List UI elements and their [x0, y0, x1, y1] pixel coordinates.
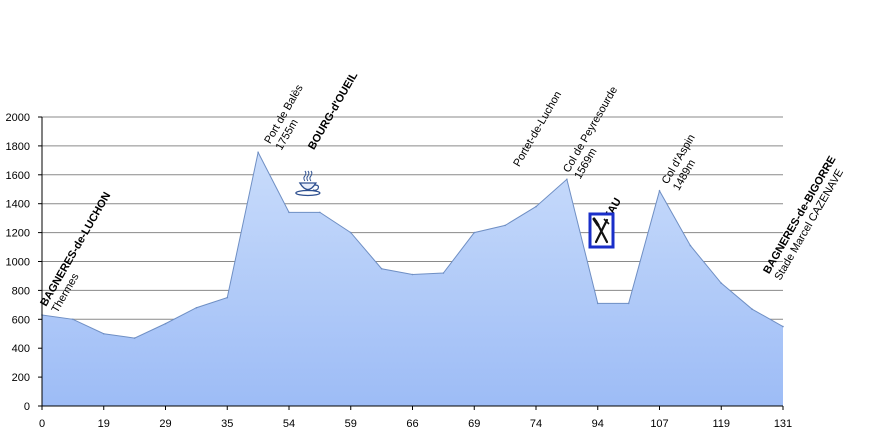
elevation-point: [504, 224, 506, 227]
x-tick-label: 19: [98, 418, 110, 430]
y-tick-label: 200: [12, 372, 30, 384]
elevation-point: [226, 296, 229, 299]
elevation-point: [535, 205, 537, 208]
elevation-point: [349, 231, 352, 234]
x-tick-label: 35: [221, 418, 233, 430]
y-tick-label: 1200: [6, 228, 30, 240]
elevation-point: [380, 267, 383, 270]
x-tick-label: 0: [39, 418, 45, 430]
x-tick-label: 69: [468, 418, 480, 430]
elevation-point: [782, 325, 784, 328]
y-tick-label: 0: [24, 401, 30, 413]
x-tick-label: 66: [406, 418, 418, 430]
elevation-point: [411, 273, 414, 276]
elevation-point: [72, 318, 74, 321]
elevation-point: [658, 190, 661, 192]
elevation-point: [288, 211, 290, 214]
elevation-point: [195, 306, 198, 309]
x-tick-label: 131: [774, 418, 792, 430]
annotation-label: Portet-de-Luchon: [511, 89, 564, 169]
coffee-cup-icon: [295, 170, 321, 197]
elevation-point: [164, 322, 167, 325]
annotation-label: BOURG-d'OUEIL: [306, 70, 360, 152]
y-tick-label: 400: [12, 343, 30, 355]
x-tick-label: 94: [592, 418, 604, 430]
x-tick-label: 119: [712, 418, 730, 430]
elevation-point: [133, 337, 136, 339]
elevation-point: [627, 302, 630, 305]
elevation-point: [751, 308, 753, 310]
elevation-point: [319, 211, 321, 214]
x-tick-label: 54: [283, 418, 295, 430]
x-tick-label: 74: [530, 418, 542, 430]
x-tick-label: 59: [345, 418, 357, 430]
x-axis-ticks: 0 19 29 35 54 59 66 69 74 94 107 119 131: [39, 406, 792, 430]
elevation-point: [720, 282, 723, 284]
y-tick-label: 1400: [6, 199, 30, 211]
annotation-label: BAGNERES-de-BIGORRE: [761, 154, 838, 276]
elevation-point: [257, 151, 259, 154]
y-tick-label: 1800: [6, 141, 30, 153]
elevation-point: [473, 231, 476, 234]
y-axis-ticks: 0 200 400 600 800 1000 1200 1400 1600 1800 2000: [6, 112, 42, 413]
elevation-area: [41, 150, 784, 406]
elevation-point: [102, 332, 105, 335]
y-tick-label: 1600: [6, 170, 30, 182]
annotation: BOURG-d'OUEIL: [306, 70, 360, 152]
annotation-label: Stade Marcel CAZENAVE: [772, 167, 846, 282]
elevation-area-fill: [42, 152, 783, 406]
elevation-point: [689, 244, 692, 247]
y-tick-label: 800: [12, 285, 30, 297]
annotation: Portet-de-Luchon: [511, 89, 564, 169]
y-tick-label: 2000: [6, 112, 30, 124]
elevation-point: [596, 302, 599, 305]
y-tick-label: 600: [12, 314, 30, 326]
elevation-point: [442, 272, 445, 274]
fork-knife-icon: [588, 212, 615, 249]
x-tick-label: 29: [159, 418, 171, 430]
y-tick-label: 1000: [6, 257, 30, 269]
x-tick-label: 107: [650, 418, 668, 430]
elevation-point: [566, 178, 568, 181]
